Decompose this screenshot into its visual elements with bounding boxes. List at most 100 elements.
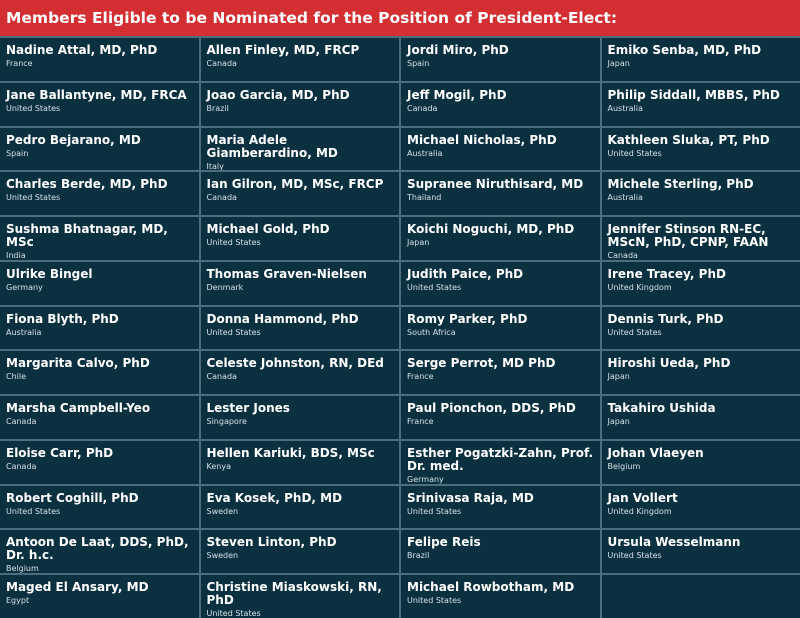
member-cell: Christine Miaskowski, RN, PhD United Stat… [200,575,399,618]
member-name: Ulrike Bingel [6,266,93,281]
member-country: Italy [206,161,224,171]
member-country: Kenya [206,461,231,471]
member-cell: Michael Gold, PhD United States [200,217,399,260]
member-country: Singapore [206,417,247,427]
member-cell: Takahiro Ushida Japan [601,396,800,439]
member-country: United States [6,506,61,516]
member-name: Felipe Reis [407,535,481,550]
member-cell: Margarita Calvo, PhD Chile [0,351,199,395]
member-name: Jennifer Stinson RN-EC, MScN, PhD, CPNP,… [607,222,769,250]
member-country: Sweden [206,506,239,516]
member-cell: Ulrike Bingel Germany [0,261,199,305]
page-title: Members Eligible to be Nominated for the… [0,0,800,36]
member-country: United States [206,609,261,618]
member-country: Brazil [206,103,229,113]
member-cell: Joao Garcia, MD, PhD Brazil [200,82,399,126]
member-cell: Jeff Mogil, PhD Canada [401,82,600,126]
member-country: South Africa [407,327,456,337]
member-cell: Kathleen Sluka, PT, PhD United States [601,127,800,171]
member-country: United States [407,282,462,292]
member-name: Michael Nicholas, PhD [407,132,557,147]
member-cell: Nadine Attal, MD, PhD France [0,38,199,81]
member-country: Canada [206,193,237,203]
member-cell: Irene Tracey, PhD United Kingdom [601,261,800,305]
member-cell: Ian Gilron, MD, MSc, FRCP Canada [200,172,399,216]
member-cell: Jennifer Stinson RN-EC, MScN, PhD, CPNP,… [601,217,800,260]
member-country: United States [206,238,261,248]
member-name: Robert Coghill, PhD [6,490,139,505]
member-country: Egypt [6,596,30,606]
member-country: Belgium [6,564,39,574]
member-cell: Celeste Johnston, RN, DEd Canada [200,351,399,395]
member-country: Canada [6,417,37,427]
member-name: Kathleen Sluka, PT, PhD [607,132,770,147]
member-cell: Michael Nicholas, PhD Australia [401,127,600,171]
member-cell: Romy Parker, PhD South Africa [401,306,600,350]
member-cell: Esther Pogatzki-Zahn, Prof. Dr. med. Germ… [401,440,600,484]
member-cell: Michele Sterling, PhD Australia [601,172,800,216]
member-country: Brazil [407,551,430,561]
member-country: Canada [206,59,237,68]
member-cell: Thomas Graven-Nielsen Denmark [200,261,399,305]
member-country: Spain [407,59,430,68]
member-country: Germany [6,282,43,292]
member-cell: Paul Pionchon, DDS, PhD France [401,396,600,439]
member-country: France [407,417,434,427]
member-name: Jeff Mogil, PhD [407,87,507,102]
member-name: Antoon De Laat, DDS, PhD, Dr. h.c. [6,535,189,563]
member-name: Romy Parker, PhD [407,311,528,326]
member-name: Steven Linton, PhD [206,535,337,550]
member-name: Srinivasa Raja, MD [407,490,534,505]
member-name: Esther Pogatzki-Zahn, Prof. Dr. med. [407,445,594,473]
member-name: Jordi Miro, PhD [407,43,509,57]
member-name: Hellen Kariuki, BDS, MSc [206,445,375,460]
member-cell: Emiko Senba, MD, PhD Japan [601,38,800,81]
member-name: Supranee Niruthisard, MD [407,177,584,192]
member-cell: Srinivasa Raja, MD United States [401,485,600,529]
member-name: Philip Siddall, MBBS, PhD [607,87,780,102]
member-cell: Michael Rowbotham, MD United States [401,575,600,618]
member-country: Australia [607,193,643,203]
member-name: Jan Vollert [607,490,678,505]
member-country: Canada [407,103,438,113]
member-cell: Jane Ballantyne, MD, FRCA United States [0,82,199,126]
member-name: Ian Gilron, MD, MSc, FRCP [206,177,384,192]
member-name: Paul Pionchon, DDS, PhD [407,401,576,416]
member-name: Lester Jones [206,401,290,416]
member-cell: Pedro Bejarano, MD Spain [0,127,199,171]
member-cell: Johan Vlaeyen Belgium [601,440,800,484]
member-cell: Dennis Turk, PhD United States [601,306,800,350]
member-cell: Hiroshi Ueda, PhD Japan [601,351,800,395]
member-name: Dennis Turk, PhD [607,311,724,326]
member-name: Takahiro Ushida [607,401,716,416]
member-cell: Eva Kosek, PhD, MD Sweden [200,485,399,529]
member-country: United Kingdom [607,282,672,292]
member-cell: Koichi Noguchi, MD, PhD Japan [401,217,600,260]
member-name: Marsha Campbell-Yeo [6,401,151,416]
member-country: United States [6,103,61,113]
member-cell: Donna Hammond, PhD United States [200,306,399,350]
member-cell: Jan Vollert United Kingdom [601,485,800,529]
member-name: Pedro Bejarano, MD [6,132,141,147]
member-name: Joao Garcia, MD, PhD [206,87,350,102]
member-country: India [6,251,26,260]
member-country: United States [607,551,662,561]
member-country: United States [607,327,662,337]
member-name: Maged El Ansary, MD [6,580,149,595]
member-cell: Maged El Ansary, MD Egypt [0,575,199,618]
member-name: Nadine Attal, MD, PhD [6,43,158,57]
member-name: Allen Finley, MD, FRCP [206,43,360,57]
member-country: Canada [607,251,638,260]
member-name: Emiko Senba, MD, PhD [607,43,762,57]
member-cell: Felipe Reis Brazil [401,530,600,574]
member-country: Denmark [206,282,244,292]
member-name: Irene Tracey, PhD [607,266,726,281]
member-name: Koichi Noguchi, MD, PhD [407,222,575,237]
member-cell: Eloise Carr, PhD Canada [0,440,199,484]
member-country: United States [206,327,261,337]
member-name: Maria Adele Giamberardino, MD [206,132,338,160]
member-name: Johan Vlaeyen [607,445,704,460]
member-cell: Supranee Niruthisard, MD Thailand [401,172,600,216]
member-country: United States [6,193,61,203]
member-name: Eloise Carr, PhD [6,445,114,460]
